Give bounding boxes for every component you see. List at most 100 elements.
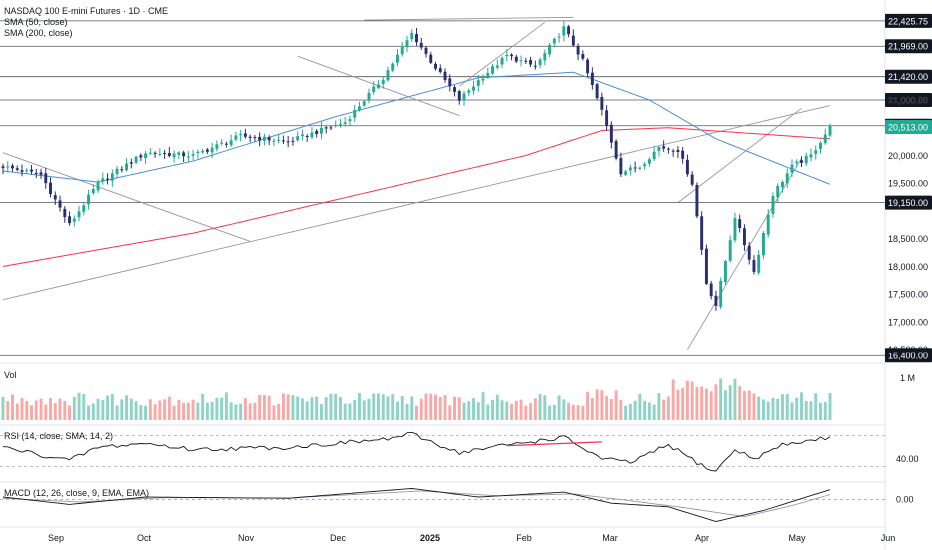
volume-bar: [258, 394, 262, 420]
candle: [415, 34, 418, 43]
candle: [120, 169, 124, 171]
candle: [595, 84, 599, 99]
candle: [628, 167, 632, 171]
volume-bar: [96, 398, 100, 420]
candle: [676, 149, 680, 152]
volume-bar: [115, 405, 119, 420]
candle: [605, 110, 609, 126]
candle: [643, 164, 647, 167]
candle: [519, 60, 523, 62]
candle: [671, 150, 675, 152]
candle: [358, 106, 361, 111]
candle: [49, 182, 52, 194]
candle: [396, 54, 399, 63]
candle: [567, 26, 571, 35]
candle: [600, 96, 604, 110]
volume-bar: [514, 400, 518, 420]
candle: [562, 26, 566, 36]
volume-bar: [809, 401, 813, 420]
candle: [543, 53, 547, 61]
volume-bar: [68, 405, 72, 420]
candle: [30, 169, 33, 172]
candle: [647, 159, 651, 164]
candle: [101, 178, 105, 182]
volume-bar: [728, 385, 732, 420]
volume-bar: [367, 398, 371, 420]
volume-bar: [30, 405, 33, 420]
volume-bar: [548, 405, 552, 420]
trendline: [677, 107, 802, 204]
level-label-bg: [885, 39, 932, 54]
candle: [500, 57, 504, 65]
level-label-bg: [885, 348, 932, 363]
volume-bar: [752, 393, 756, 420]
candle: [258, 136, 262, 141]
volume-bar: [628, 403, 632, 420]
candle: [205, 149, 209, 152]
candle: [362, 101, 366, 106]
symbol-title: NASDAQ 100 E-mini Futures · 1D · CME: [4, 6, 169, 16]
candle: [319, 127, 323, 134]
volume-bar: [795, 397, 799, 420]
volume-bar: [153, 404, 157, 420]
candle: [286, 141, 290, 143]
candle: [457, 91, 461, 101]
macd-line: [2, 488, 831, 522]
volume-bar: [562, 399, 566, 420]
level-label: 21,969.00: [888, 42, 928, 52]
volume-bar: [738, 386, 742, 420]
volume-bar: [571, 404, 575, 420]
candle: [757, 254, 761, 273]
candle: [153, 152, 157, 154]
candle: [557, 36, 561, 38]
volume-bar: [377, 393, 380, 420]
volume-bar: [424, 393, 428, 420]
candle: [486, 72, 490, 78]
candle: [300, 134, 304, 136]
candle: [87, 194, 91, 205]
candle: [781, 182, 784, 188]
volume-bar: [205, 402, 209, 420]
volume-bar: [253, 402, 257, 420]
volume-bar: [695, 386, 699, 420]
volume-bar: [643, 400, 647, 420]
volume-bar: [491, 399, 495, 420]
volume-bar: [177, 399, 181, 420]
candle: [115, 168, 119, 174]
volume-bar: [239, 403, 243, 420]
candle: [243, 133, 247, 137]
volume-bar: [804, 400, 808, 420]
y-tick-label: 20,000.00: [888, 151, 928, 161]
trendline: [687, 158, 802, 350]
volume-bar: [362, 400, 366, 420]
candle: [495, 65, 499, 68]
volume-pane-label: Vol: [4, 370, 17, 380]
candle: [277, 139, 281, 141]
volume-bar: [434, 394, 437, 420]
candle: [348, 119, 352, 122]
volume-bar: [286, 394, 290, 420]
volume-bar: [719, 378, 723, 420]
candle: [548, 44, 552, 55]
candle: [220, 142, 224, 144]
candle: [709, 283, 713, 297]
candle: [681, 150, 685, 159]
volume-bar: [671, 379, 675, 420]
level-label-bg: [885, 195, 932, 210]
volume-bar: [453, 396, 456, 420]
candle: [239, 134, 243, 136]
candle: [728, 240, 732, 261]
level-label: 21,420.00: [888, 72, 928, 82]
candle: [377, 84, 380, 88]
volume-bar: [315, 396, 319, 420]
volume-bar: [619, 399, 623, 420]
candle: [405, 40, 409, 48]
volume-bar: [20, 397, 24, 420]
candle: [524, 60, 528, 62]
y-tick-label: 19,500.00: [888, 179, 928, 189]
volume-bar: [609, 399, 613, 420]
sma200-legend: SMA (200, close): [4, 28, 73, 38]
candle: [776, 186, 780, 198]
volume-bar: [91, 403, 95, 420]
